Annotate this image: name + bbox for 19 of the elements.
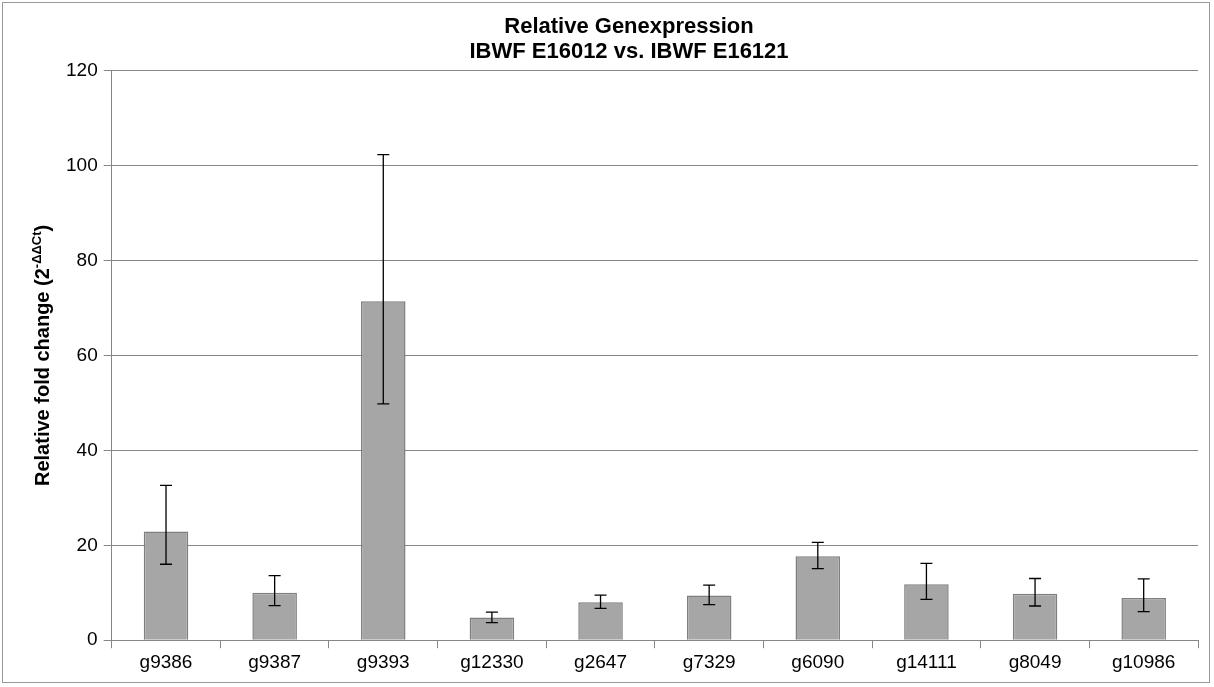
x-tick-label: g2647 [574, 650, 627, 672]
y-tick-label: 120 [66, 58, 98, 80]
x-tick-label: g9386 [139, 650, 193, 672]
y-tick-label: 80 [76, 248, 98, 270]
chart-title: Relative Genexpression IBWF E16012 vs. IBWF E16121 [469, 12, 789, 64]
y-axis-title: Relative fold change (2-ΔΔCt) [29, 224, 53, 487]
x-tick-label: g6090 [791, 650, 845, 672]
x-tick-label: g9393 [356, 650, 410, 672]
x-tick-label: g7329 [682, 650, 736, 672]
y-tick-label: 0 [87, 628, 98, 650]
x-tick-label: g10986 [1111, 650, 1176, 672]
y-tick-label: 100 [66, 153, 98, 175]
y-tick-label: 20 [76, 533, 98, 555]
x-tick-label: g9387 [248, 650, 302, 672]
x-tick-label: g14111 [896, 650, 957, 672]
x-tick-label: g8049 [1008, 650, 1062, 672]
x-tick-label: g12330 [460, 650, 524, 672]
y-tick-label: 60 [76, 343, 98, 365]
y-tick-label: 40 [76, 438, 98, 460]
